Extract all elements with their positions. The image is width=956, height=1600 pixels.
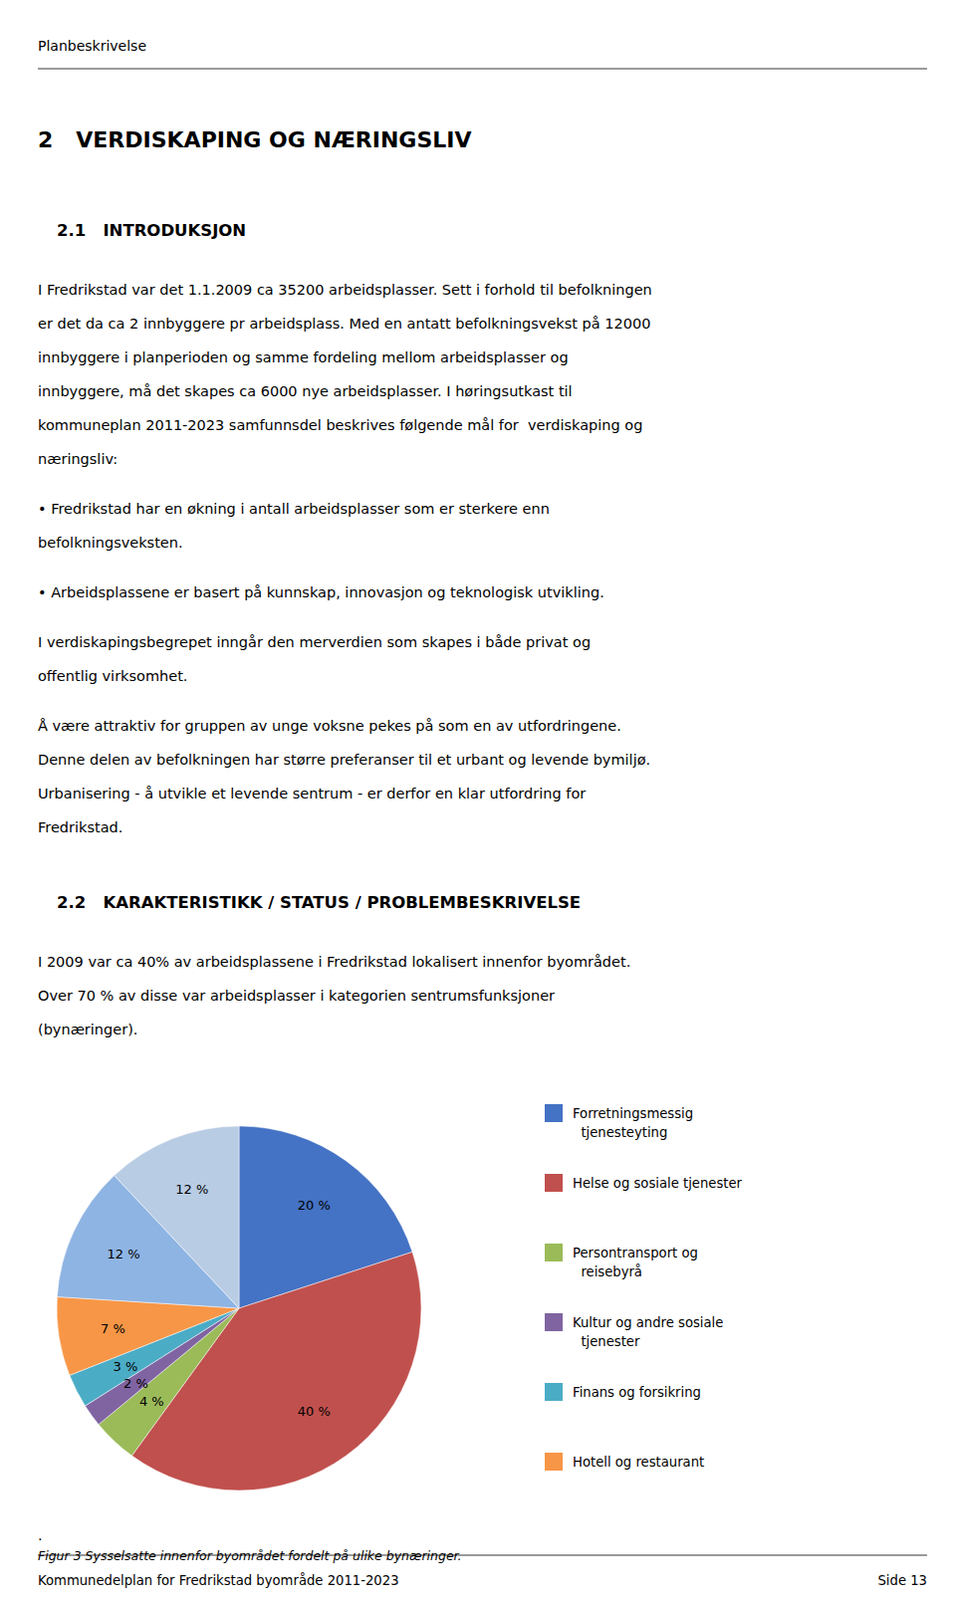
data-label: 7 %	[100, 1321, 126, 1337]
paragraph-line: næringsliv:	[37, 451, 118, 468]
paragraph-line: innbyggere, må det skapes ca 6000 nye ar…	[37, 383, 573, 400]
paragraph-line: er det da ca 2 innbyggere pr arbeidsplas…	[37, 315, 651, 332]
legend-label-line: Forretningsmessig	[572, 1106, 694, 1122]
legend-item: Hotell og restaurant	[544, 1452, 705, 1471]
subheading: 2.2 KARAKTERISTIKK / STATUS / PROBLEMBES…	[56, 893, 581, 913]
paragraph-line: befolkningsveksten.	[37, 534, 184, 551]
legend-swatch	[544, 1383, 563, 1402]
legend-swatch	[544, 1313, 563, 1332]
legend-item: Forretningsmessig tjenesteyting	[544, 1104, 694, 1141]
legend-swatch	[544, 1174, 563, 1193]
paragraph-line: Denne delen av befolkningen har større p…	[37, 751, 651, 768]
data-label: 4 %	[139, 1394, 165, 1410]
paragraph-line: • Fredrikstad har en økning i antall arb…	[37, 500, 550, 517]
legend-label-line: Helse og sosiale tjenester	[572, 1176, 743, 1192]
paragraph-line: Fredrikstad.	[37, 819, 123, 836]
pie-slice	[114, 1126, 239, 1309]
legend-label-line: Hotell og restaurant	[572, 1454, 705, 1470]
legend-label-line: Finans og forsikring	[572, 1385, 702, 1401]
page-text: Planbeskrivelse 2 VERDISKAPING OG NÆRINGS…	[37, 37, 928, 1588]
legend-label: Helse og sosiale tjenester	[572, 1176, 743, 1192]
legend-label-line: tjenesteyting	[572, 1125, 668, 1141]
paragraph-line: I Fredrikstad var det 1.1.2009 ca 35200 …	[37, 281, 653, 298]
legend-label: Forretningsmessig tjenesteyting	[572, 1106, 694, 1141]
subheading: 2.1 INTRODUKSJON	[56, 221, 246, 240]
legend-item: Kultur og andre sosiale tjenester	[544, 1313, 723, 1350]
data-label: 40 %	[297, 1404, 331, 1420]
footer-right: Side 13	[878, 1573, 929, 1589]
legend-label: Kultur og andre sosiale tjenester	[572, 1315, 723, 1350]
caption-mark: .	[37, 1527, 43, 1544]
caption: Figur 3 Sysselsatte innenfor byområdet f…	[37, 1548, 463, 1564]
data-label: 12 %	[107, 1246, 141, 1262]
header: Planbeskrivelse	[37, 37, 147, 54]
legend: Forretningsmessig tjenesteyting Helse og …	[544, 1104, 743, 1471]
legend-label: Hotell og restaurant	[572, 1454, 705, 1470]
paragraph-line: I verdiskapingsbegrepet inngår den merve…	[37, 634, 591, 651]
data-label: 2 %	[123, 1376, 149, 1392]
slices	[56, 1126, 422, 1491]
paragraph-line: innbyggere i planperioden og samme forde…	[37, 349, 569, 366]
paragraph-line: I 2009 var ca 40% av arbeidsplassene i F…	[37, 954, 631, 970]
legend-label: Persontransport og reisebyrå	[572, 1245, 699, 1280]
legend-swatch	[544, 1452, 563, 1471]
legend-label-line: tjenester	[572, 1334, 641, 1350]
paragraph-line: (bynæringer).	[37, 1021, 138, 1038]
legend-item: Helse og sosiale tjenester	[544, 1174, 743, 1193]
pie-chart: 20 % 40 % 4 % 2 %3 % 7 % 12 % 12 %	[56, 1126, 422, 1491]
data-label: 20 %	[297, 1197, 331, 1213]
paragraph-line: offentlig virksomhet.	[37, 668, 188, 685]
data-label: 3 %	[112, 1359, 138, 1375]
legend-swatch	[544, 1104, 563, 1123]
legend-label-line: reisebyrå	[572, 1263, 643, 1280]
rule	[37, 1555, 928, 1557]
paragraph-line: kommuneplan 2011-2023 samfunnsdel beskri…	[37, 417, 643, 434]
rule	[37, 68, 928, 70]
legend-label: Finans og forsikring	[572, 1385, 702, 1401]
legend-swatch	[544, 1243, 563, 1262]
pie-slice	[56, 1297, 239, 1377]
legend-item: Finans og forsikring	[544, 1383, 702, 1402]
legend-label-line: Persontransport og	[572, 1245, 699, 1261]
data-label: 12 %	[175, 1182, 209, 1197]
data-labels: 20 % 40 % 4 % 2 %3 % 7 % 12 % 12 %	[100, 1182, 331, 1420]
heading: 2 VERDISKAPING OG NÆRINGSLIV	[37, 127, 472, 153]
paragraph-line: • Arbeidsplassene er basert på kunnskap,…	[37, 584, 605, 601]
paragraph-line: Å være attraktiv for gruppen av unge vok…	[37, 717, 622, 734]
footer-left: Kommunedelplan for Fredrikstad byområde …	[37, 1572, 400, 1589]
paragraph-line: Urbanisering - å utvikle et levende sent…	[37, 785, 586, 802]
legend-item: Persontransport og reisebyrå	[544, 1243, 699, 1280]
paragraph-line: Over 70 % av disse var arbeidsplasser i …	[37, 987, 555, 1004]
legend-label-line: Kultur og andre sosiale	[572, 1315, 723, 1331]
page: Planbeskrivelse 2 VERDISKAPING OG NÆRINGS…	[0, 0, 956, 1600]
